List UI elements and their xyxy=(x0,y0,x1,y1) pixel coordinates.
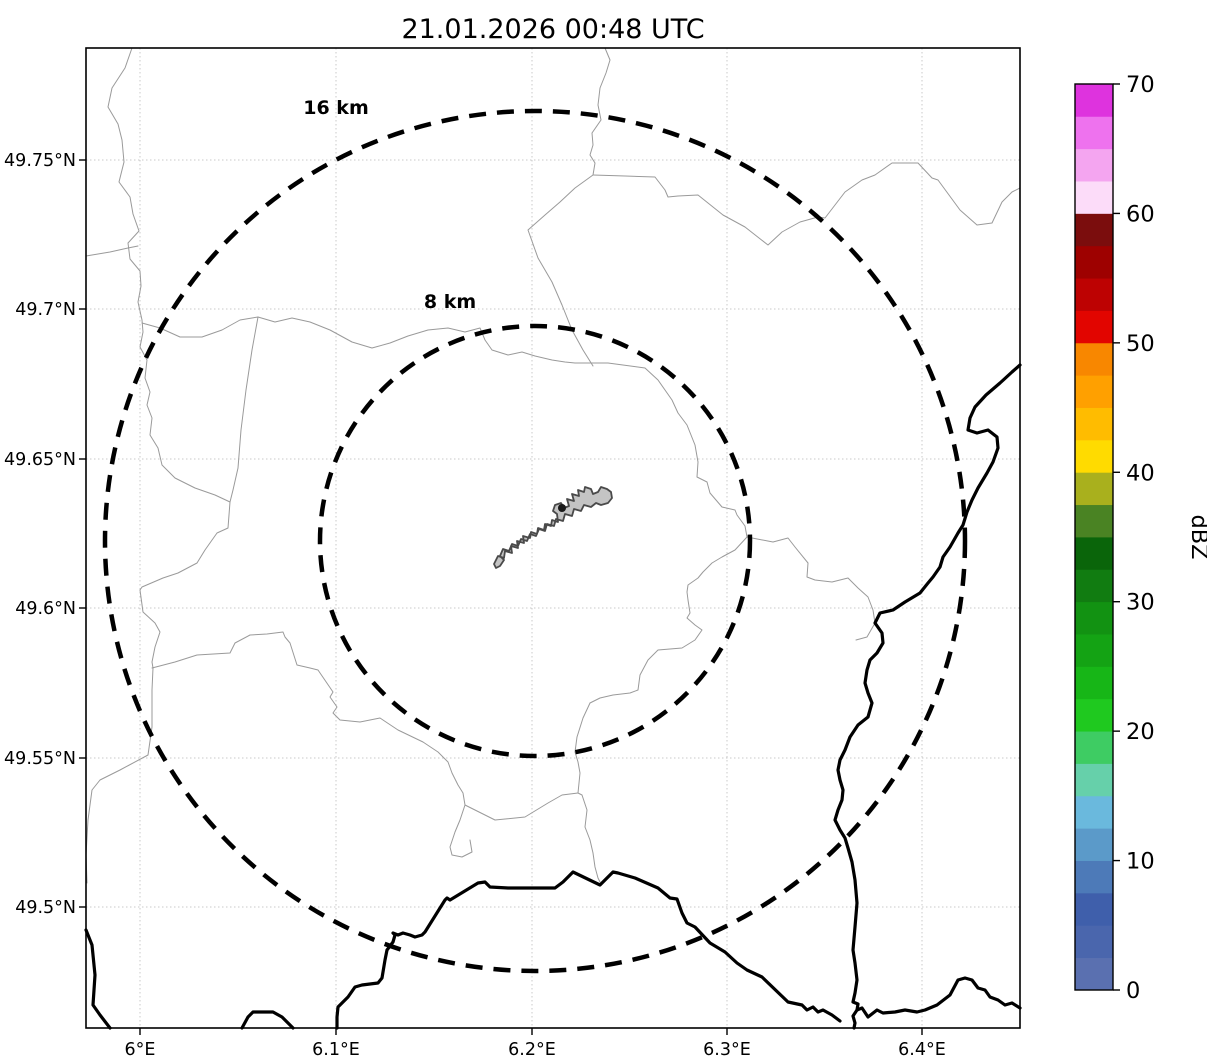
colorbar-frame xyxy=(1074,83,1114,991)
colorbar-band xyxy=(1075,698,1113,732)
colorbar-band xyxy=(1075,180,1113,214)
colorbar-tick-label: 30 xyxy=(1126,590,1155,616)
airport-outline xyxy=(493,486,613,569)
colorbar: 0 10 20 30 40 50 60 70 xyxy=(1074,72,1155,1004)
admin-border-line xyxy=(589,47,611,176)
colorbar-unit-label: dBZ xyxy=(1186,514,1207,559)
range-ring xyxy=(317,323,753,759)
colorbar-band xyxy=(1075,795,1113,829)
admin-border-line xyxy=(589,536,748,704)
colorbar-band xyxy=(1075,407,1113,441)
colorbar-band xyxy=(1075,827,1113,861)
colorbar-band xyxy=(1075,504,1113,538)
admin-border-line xyxy=(574,702,601,883)
colorbar-band xyxy=(1075,439,1113,473)
airport-area xyxy=(493,486,613,569)
colorbar-band xyxy=(1075,892,1113,926)
admin-border-line xyxy=(85,245,139,257)
y-tick-label: 49.55°N xyxy=(4,749,76,769)
grid-lines xyxy=(86,48,1020,1028)
admin-border-line xyxy=(229,316,259,503)
colorbar-band xyxy=(1075,730,1113,764)
admin-border-line xyxy=(141,316,748,538)
colorbar-band xyxy=(1075,666,1113,700)
admin-borders xyxy=(85,47,1021,884)
plot-title: 21.01.2026 00:48 UTC xyxy=(401,14,704,45)
admin-border-line xyxy=(592,162,1021,246)
country-border-line xyxy=(855,976,1022,1019)
colorbar-tick-label: 70 xyxy=(1126,72,1155,98)
range-rings: 8 km 16 km xyxy=(102,97,968,974)
colorbar-band xyxy=(1075,115,1113,150)
admin-border-line xyxy=(527,174,594,367)
colorbar-tick-label: 60 xyxy=(1126,201,1155,227)
admin-border-line xyxy=(85,47,231,884)
range-ring-label: 8 km xyxy=(424,291,476,313)
radar-site-marker xyxy=(558,504,566,512)
colorbar-band xyxy=(1075,860,1113,894)
colorbar-tick-label: 20 xyxy=(1126,719,1155,745)
country-border-line xyxy=(335,870,842,1030)
range-ring xyxy=(102,108,968,974)
x-tick-label: 6.4°E xyxy=(898,1040,946,1060)
colorbar-tick-label: 50 xyxy=(1126,331,1155,357)
admin-border-line xyxy=(151,631,473,858)
y-tick-label: 49.5°N xyxy=(15,898,76,918)
y-tick-label: 49.65°N xyxy=(4,450,76,470)
colorbar-band xyxy=(1075,213,1113,247)
admin-border-line xyxy=(464,792,579,821)
country-border-line xyxy=(84,928,112,1030)
colorbar-band xyxy=(1075,924,1113,959)
colorbar-band xyxy=(1075,568,1113,603)
colorbar-band xyxy=(1075,471,1113,506)
colorbar-band xyxy=(1075,83,1113,117)
axes-frame: 6°E 6.1°E 6.2°E 6.3°E 6.4°E 49.75°N 49.7°N 49.6… xyxy=(4,47,1021,1060)
colorbar-band xyxy=(1075,601,1113,635)
colorbar-band xyxy=(1075,277,1113,311)
colorbar-band xyxy=(1075,536,1113,570)
x-tick-label: 6.1°E xyxy=(312,1040,360,1060)
country-borders xyxy=(84,363,1022,1030)
colorbar-band xyxy=(1075,310,1113,344)
colorbar-band xyxy=(1075,374,1113,408)
y-tick-label: 49.75°N xyxy=(4,151,76,171)
x-tick-label: 6°E xyxy=(125,1040,156,1060)
country-border-line xyxy=(833,363,1022,1030)
x-tick-label: 6.3°E xyxy=(703,1040,751,1060)
colorbar-band xyxy=(1075,763,1113,797)
colorbar-tick-label: 0 xyxy=(1126,978,1140,1004)
range-ring-label: 16 km xyxy=(303,97,369,119)
country-border-line xyxy=(240,1010,295,1030)
colorbar-tick-label: 10 xyxy=(1126,849,1155,875)
colorbar-band xyxy=(1075,148,1113,182)
admin-border-line xyxy=(746,536,876,641)
x-tick-label: 6.2°E xyxy=(508,1040,556,1060)
colorbar-band xyxy=(1075,957,1113,991)
colorbar-band xyxy=(1075,633,1113,667)
colorbar-band xyxy=(1075,245,1113,279)
colorbar-band xyxy=(1075,342,1113,376)
y-tick-label: 49.6°N xyxy=(15,599,76,619)
map-frame xyxy=(85,47,1021,1029)
y-tick-label: 49.7°N xyxy=(15,300,76,320)
colorbar-tick-label: 40 xyxy=(1126,460,1155,486)
